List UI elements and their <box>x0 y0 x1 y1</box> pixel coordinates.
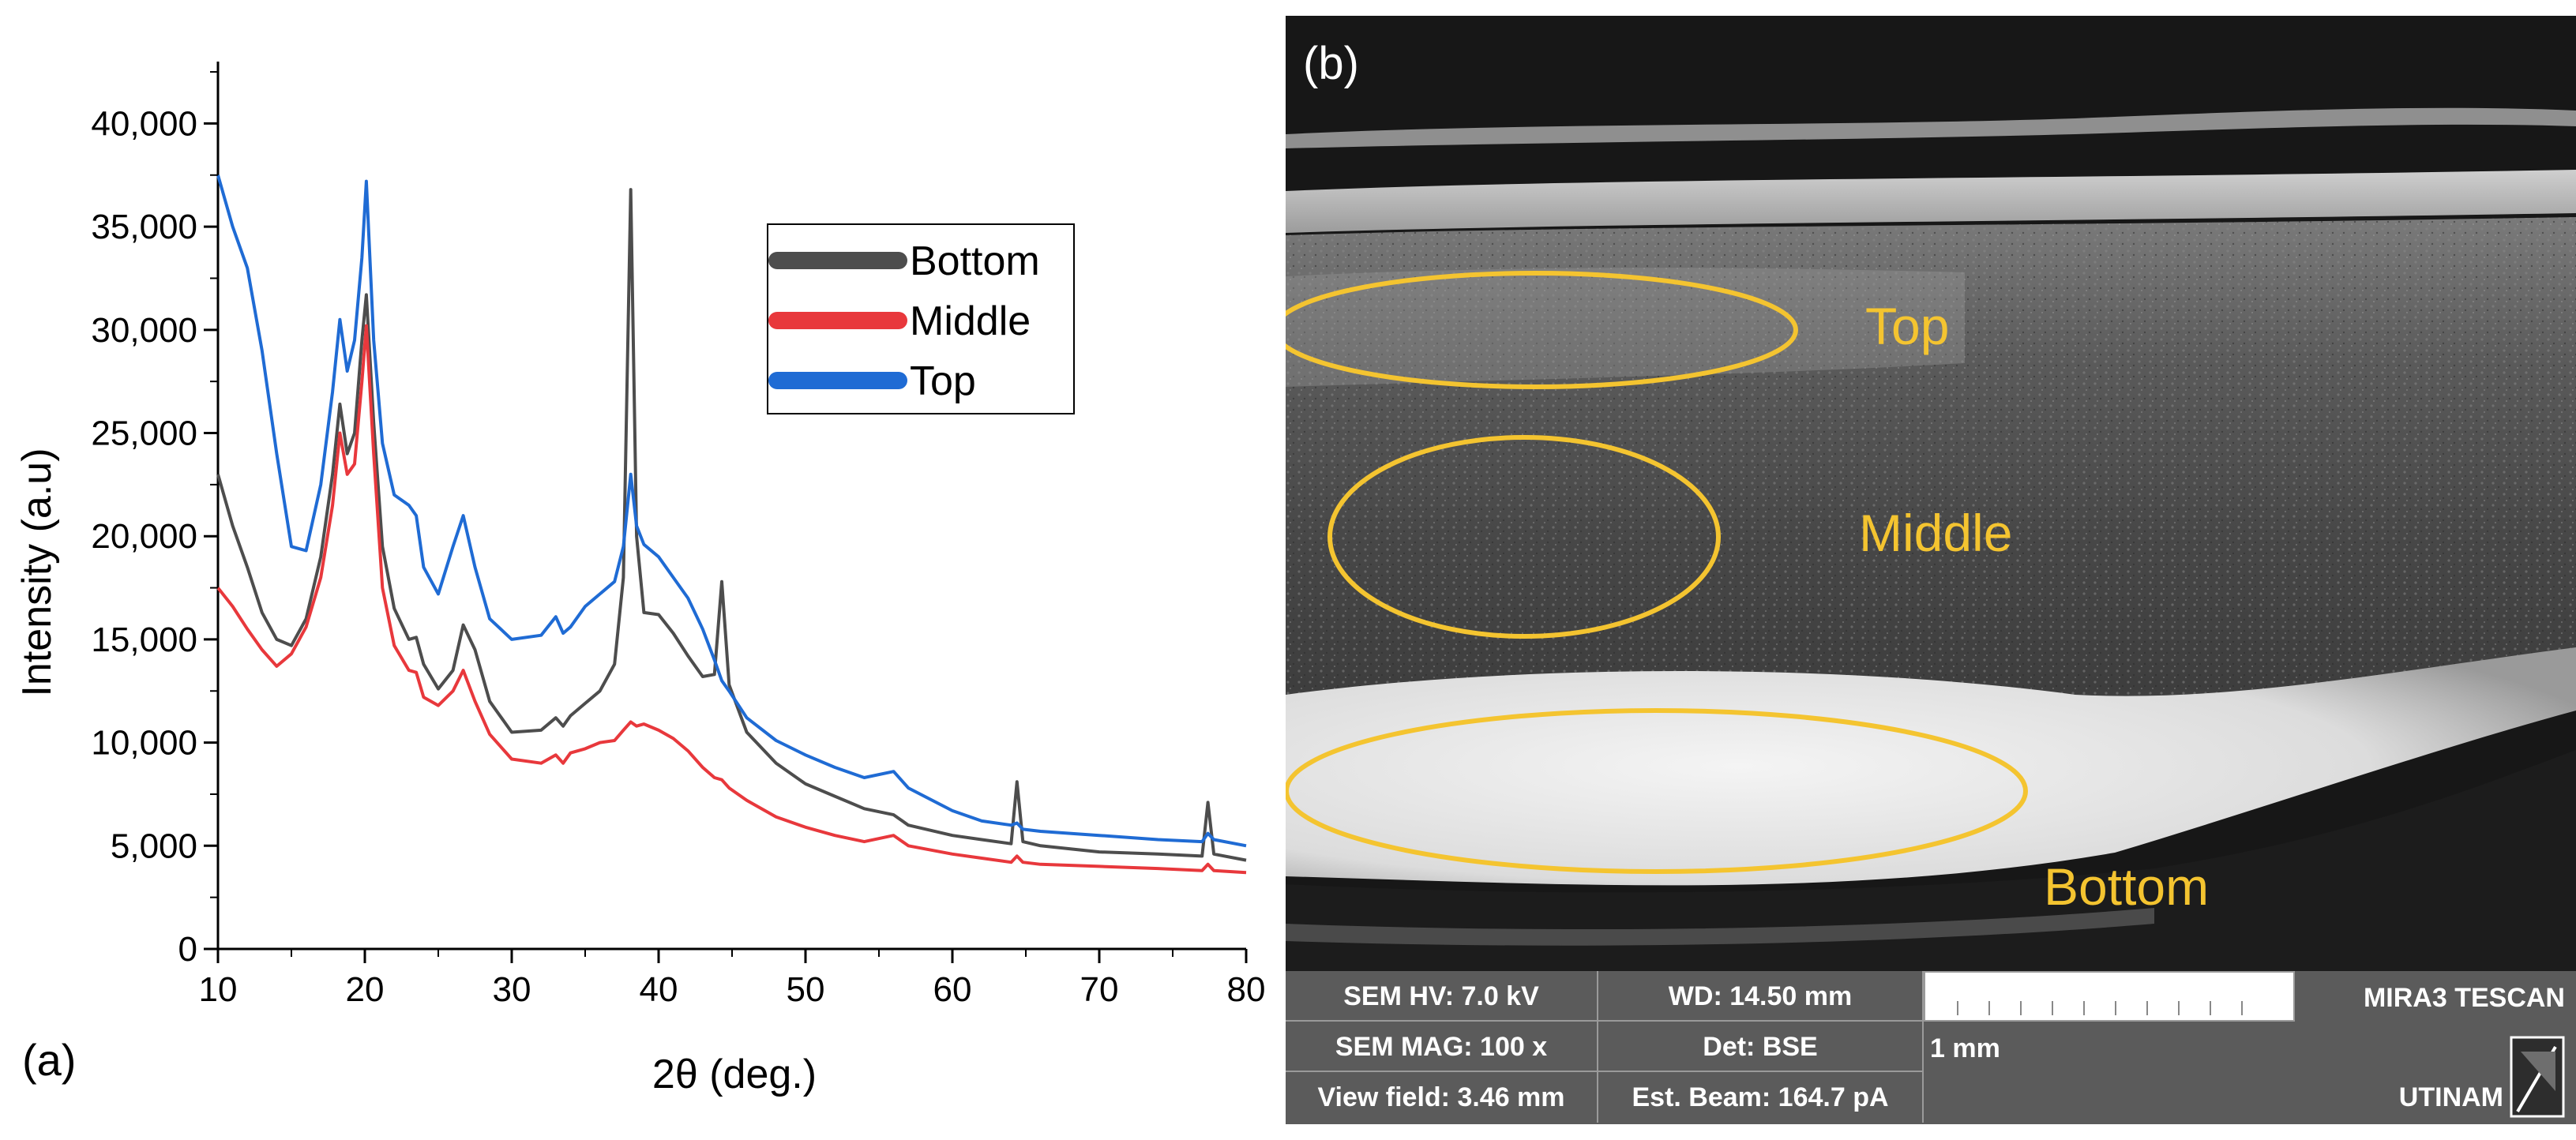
legend-label-middle: Middle <box>910 298 1031 344</box>
lower-substrate-streak <box>1286 908 2154 946</box>
scale-tick <box>2083 1001 2085 1015</box>
chart-series-group <box>216 174 1247 875</box>
panel-label-b: (b) <box>1303 38 1359 89</box>
bottom-region-label: Bottom <box>2044 857 2209 916</box>
scale-bar <box>1924 971 2295 1022</box>
y-tick-label: 30,000 <box>91 311 197 350</box>
sem-detector: Det: BSE <box>1598 1022 1924 1072</box>
series-line-top <box>216 174 1247 848</box>
bright-top-speckle <box>1286 268 1965 387</box>
x-tick-label: 20 <box>346 970 385 1009</box>
scale-tick <box>2020 1001 2022 1015</box>
y-tick-label: 20,000 <box>91 517 197 556</box>
lower-dark-region <box>1286 750 2576 971</box>
scale-tick <box>1957 1001 1958 1015</box>
scale-tick <box>2241 1001 2243 1015</box>
sem-info-bar: SEM HV: 7.0 kV WD: 14.50 mm SEM MAG: 100… <box>1286 971 2576 1124</box>
x-tick-label: 70 <box>1080 970 1119 1009</box>
scale-tick <box>2052 1001 2053 1015</box>
sem-wd: WD: 14.50 mm <box>1598 971 1924 1022</box>
instrument-brand: MIRA3 TESCAN <box>2363 983 2565 1013</box>
sem-hv: SEM HV: 7.0 kV <box>1286 971 1598 1022</box>
tescan-logo-icon <box>2510 1036 2565 1118</box>
sem-mag: SEM MAG: 100 x <box>1286 1022 1598 1072</box>
x-tick-label: 50 <box>787 970 825 1009</box>
xrd-chart-panel: 10 20 30 40 50 60 70 80 0 5,000 10,000 15,000 20,000… <box>0 0 1279 1140</box>
y-tick-label: 25,000 <box>91 414 197 453</box>
x-tick-label: 80 <box>1227 970 1266 1009</box>
x-tick-label: 40 <box>640 970 678 1009</box>
chart-legend: Bottom Middle Top <box>767 223 1075 414</box>
middle-region-label: Middle <box>1859 504 2012 562</box>
sem-beam: Est. Beam: 164.7 pA <box>1598 1072 1924 1123</box>
upper-film-layer <box>1286 107 2576 148</box>
bottom-region-ellipse <box>1286 708 2028 874</box>
legend-label-top: Top <box>910 358 976 404</box>
top-region-label: Top <box>1865 297 1949 355</box>
lab-name: UTINAM <box>2398 1082 2503 1112</box>
scale-tick <box>2146 1001 2148 1015</box>
bright-bottom-layer <box>1286 647 2576 886</box>
sem-view-field: View field: 3.46 mm <box>1286 1072 1598 1123</box>
scale-tick <box>2210 1001 2211 1015</box>
x-tick-label: 10 <box>199 970 238 1009</box>
chart-ticks: 10 20 30 40 50 60 70 80 0 5,000 10,000 15,000 20,000… <box>91 71 1266 1009</box>
x-axis-title: 2θ (deg.) <box>652 1052 817 1097</box>
x-tick-label: 60 <box>933 970 972 1009</box>
middle-region-ellipse <box>1327 435 1721 639</box>
series-line-middle <box>216 324 1247 875</box>
sem-image-panel: Top Middle Bottom (b) SEM HV: 7.0 kV WD:… <box>1286 16 2576 1124</box>
coating-layer <box>1286 170 2576 233</box>
top-region-ellipse <box>1286 271 1798 389</box>
legend-label-bottom: Bottom <box>910 238 1040 284</box>
xrd-chart: 10 20 30 40 50 60 70 80 0 5,000 10,000 15,000 20,000… <box>14 62 1266 1097</box>
y-tick-label: 40,000 <box>91 104 197 143</box>
y-tick-label: 0 <box>178 930 197 969</box>
scale-tick <box>2178 1001 2180 1015</box>
sample-texture <box>1286 217 2576 804</box>
y-axis-title: Intensity (a.u) <box>14 448 60 696</box>
y-tick-label: 10,000 <box>91 724 197 763</box>
series-line-bottom <box>216 188 1247 862</box>
y-tick-label: 15,000 <box>91 621 197 659</box>
y-tick-label: 35,000 <box>91 208 197 246</box>
sem-micrograph: Top Middle Bottom (b) <box>1286 16 2576 971</box>
y-tick-label: 5,000 <box>111 827 197 865</box>
x-tick-label: 30 <box>493 970 531 1009</box>
scale-bar-label: 1 mm <box>1930 1033 2000 1063</box>
panel-label-a: (a) <box>22 1035 76 1085</box>
chart-axes <box>216 62 1246 951</box>
scale-tick <box>2115 1001 2116 1015</box>
scale-tick <box>1988 1001 1990 1015</box>
